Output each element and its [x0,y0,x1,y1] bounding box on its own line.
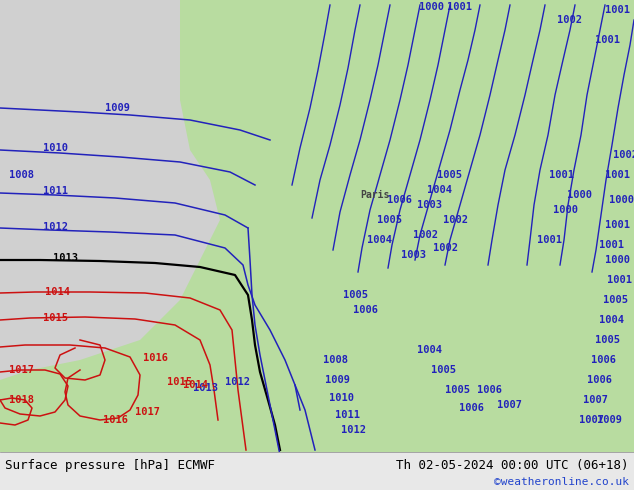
Text: 1005: 1005 [446,385,470,395]
Text: 1001: 1001 [595,35,621,45]
Text: 1001: 1001 [538,235,562,245]
Text: 1002: 1002 [444,215,469,225]
Text: 1013: 1013 [53,253,77,263]
Text: 1006: 1006 [592,355,616,365]
Text: 1002: 1002 [612,150,634,160]
Text: 1006: 1006 [353,305,377,315]
Text: 1014: 1014 [46,287,70,297]
Text: 1015: 1015 [167,377,193,387]
Text: 1012: 1012 [42,222,67,232]
Text: 1008: 1008 [323,355,347,365]
Text: 1001: 1001 [605,220,630,230]
Text: 1017: 1017 [10,365,34,375]
Text: 1006: 1006 [460,403,484,413]
Bar [0,452,634,490]
Polygon shape [0,0,634,452]
Text: 1001: 1001 [448,2,472,12]
Text: 1000: 1000 [567,190,593,200]
Text: 1018: 1018 [10,395,34,405]
Text: 1011: 1011 [42,186,67,196]
Text: 1014: 1014 [183,380,209,390]
Text: 1004: 1004 [427,185,453,195]
Text: 1017: 1017 [136,407,160,417]
Text: 1005: 1005 [595,335,621,345]
Text: 1005: 1005 [342,290,368,300]
Text: 1005: 1005 [377,215,403,225]
Text: 1013: 1013 [193,383,217,393]
Text: Paris: Paris [360,190,390,200]
Text: 1004: 1004 [368,235,392,245]
Text: 1001: 1001 [605,170,630,180]
Text: 1009: 1009 [105,103,131,113]
Text: 1009: 1009 [325,375,351,385]
Text: Th 02-05-2024 00:00 UTC (06+18): Th 02-05-2024 00:00 UTC (06+18) [396,459,629,472]
Text: 1011: 1011 [335,410,361,420]
Text: Surface pressure [hPa] ECMWF: Surface pressure [hPa] ECMWF [5,459,215,472]
Text: 1005: 1005 [437,170,462,180]
Text: 1010: 1010 [330,393,354,403]
Text: 1006: 1006 [477,385,503,395]
Text: 1012: 1012 [342,425,366,435]
Text: 1007: 1007 [498,400,522,410]
Text: 1003: 1003 [418,200,443,210]
Text: 1012: 1012 [226,377,250,387]
Text: 1015: 1015 [42,313,67,323]
Text: 1010: 1010 [42,143,67,153]
Text: 1000: 1000 [552,205,578,215]
Text: 1000: 1000 [609,195,634,205]
Text: 1004: 1004 [600,315,624,325]
Text: 1001: 1001 [607,275,633,285]
Text: 1002: 1002 [413,230,437,240]
Text: 1006: 1006 [588,375,612,385]
Text: ©weatheronline.co.uk: ©weatheronline.co.uk [494,477,629,488]
Text: 1008: 1008 [10,170,34,180]
Text: 1016: 1016 [143,353,167,363]
Text: 1001: 1001 [550,170,574,180]
Text: 1004: 1004 [418,345,443,355]
Text: 1001: 1001 [600,240,624,250]
Text: 1002: 1002 [432,243,458,253]
Text: 1000: 1000 [605,255,630,265]
Text: 1009: 1009 [597,415,623,425]
Text: 1000: 1000 [420,2,444,12]
Text: 1007: 1007 [583,395,609,405]
Text: 1006: 1006 [387,195,413,205]
Text: 1005: 1005 [432,365,456,375]
Text: 1001: 1001 [605,5,630,15]
Text: 1016: 1016 [103,415,127,425]
Text: 1002: 1002 [557,15,583,25]
Text: 1003: 1003 [401,250,427,260]
Text: 1005: 1005 [602,295,628,305]
Text: 1007: 1007 [579,415,604,425]
